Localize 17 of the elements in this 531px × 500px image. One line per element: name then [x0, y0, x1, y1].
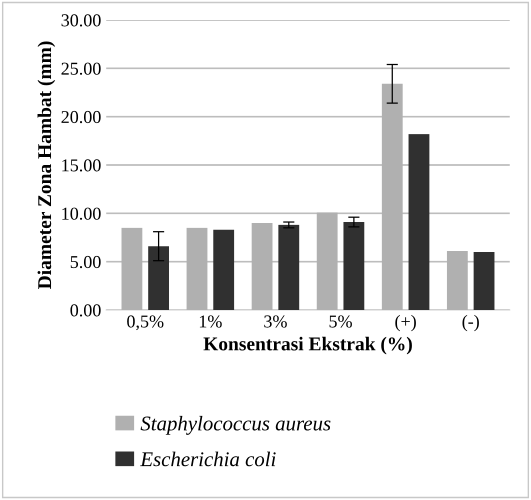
- legend-label: Escherichia coli: [140, 452, 276, 466]
- y-tick-label: 25.00: [62, 62, 101, 75]
- legend-label: Staphylococcus aureus: [140, 416, 330, 435]
- x-tick-label: 3%: [264, 315, 287, 328]
- y-axis-title: Diameter Zona Hambat (mm): [38, 42, 56, 289]
- x-tick-label: 0,5%: [127, 315, 164, 330]
- y-tick-label: 0.00: [70, 304, 101, 317]
- y-tick-label: 30.00: [62, 14, 101, 27]
- x-tick-label: (-): [462, 314, 479, 332]
- y-tick-label: 15.00: [62, 159, 101, 172]
- x-tick-label: (+): [395, 314, 416, 332]
- y-tick-label: 20.00: [62, 110, 101, 124]
- x-axis-title: Konsentrasi Ekstrak (%): [204, 336, 412, 354]
- x-tick-label: 1%: [200, 315, 222, 328]
- y-tick-label: 5.00: [70, 256, 101, 268]
- x-tick-label: 5%: [330, 315, 352, 328]
- y-tick-label: 10.00: [62, 208, 101, 220]
